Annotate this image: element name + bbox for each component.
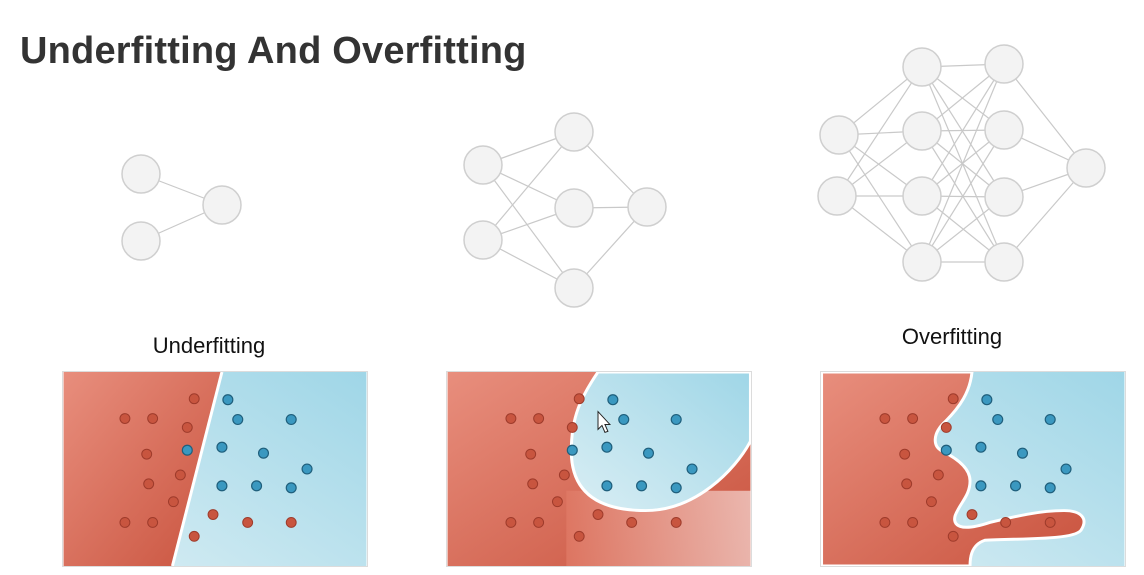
red-points [119,393,297,542]
underfitting-label: Underfitting [152,333,266,358]
red-points [505,393,682,542]
blue-region [569,372,751,513]
overfitting-panel [820,371,1126,567]
input-node [817,176,857,216]
input-node [121,154,161,194]
blue-points [181,394,313,494]
output-node [627,187,667,227]
hidden-node [984,44,1024,84]
hidden-node [984,177,1024,217]
output-node [1066,148,1106,188]
page-title: Underfitting And Overfitting [20,30,527,72]
hidden-node [902,176,942,216]
medium-network [463,112,667,308]
hidden-node [984,110,1024,150]
input-node [463,145,503,185]
small-network [121,154,242,261]
blue-points [940,394,1072,494]
hidden-node [554,112,594,152]
hidden-node [902,111,942,151]
red-points [879,393,1056,542]
large-network [817,44,1106,282]
input-node [121,221,161,261]
input-node [819,115,859,155]
hidden-node [554,188,594,228]
good-fit-panel [446,371,752,567]
hidden-node [984,242,1024,282]
decision-boundary [171,372,224,566]
mouse-cursor-icon [597,410,612,433]
blue-points [566,394,698,494]
hidden-node [902,242,942,282]
input-node [463,220,503,260]
underfitting-panel [62,371,368,567]
hidden-node [902,47,942,87]
hidden-node [554,268,594,308]
red-region [63,372,222,566]
output-node [202,185,242,225]
overfitting-label: Overfitting [901,324,1003,349]
